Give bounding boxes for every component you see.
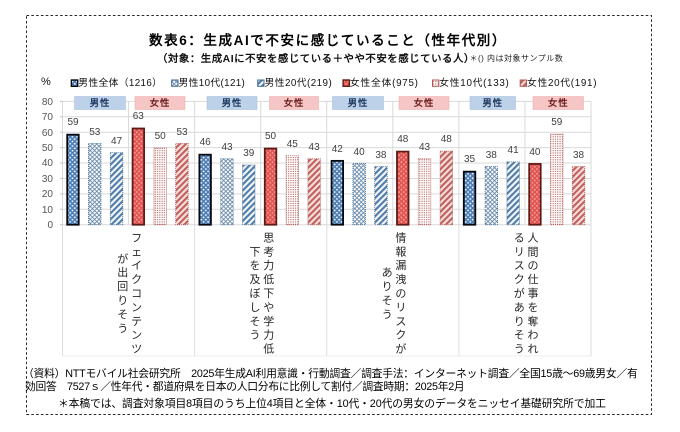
svg-text:学: 学: [263, 314, 274, 328]
svg-text:間: 間: [528, 245, 539, 258]
svg-text:フ: フ: [131, 232, 142, 244]
svg-text:テ: テ: [131, 316, 142, 328]
svg-text:報: 報: [395, 245, 406, 258]
svg-text:そ: そ: [382, 294, 393, 307]
svg-text:洩: 洩: [395, 272, 406, 286]
svg-text:う: う: [514, 343, 525, 356]
svg-text:が: が: [395, 342, 406, 356]
svg-text:事: 事: [528, 287, 539, 300]
svg-text:を: を: [250, 259, 261, 272]
svg-text:の: の: [395, 288, 406, 300]
svg-text:低: 低: [263, 343, 274, 356]
svg-text:う: う: [382, 308, 393, 321]
svg-text:が: が: [117, 251, 128, 265]
svg-text:し: し: [250, 301, 261, 314]
svg-text:り: り: [514, 315, 525, 328]
svg-text:や: や: [263, 301, 274, 314]
svg-text:ク: ク: [395, 329, 406, 342]
svg-text:及: 及: [250, 274, 261, 286]
svg-text:ス: ス: [395, 316, 406, 328]
svg-text:回: 回: [117, 280, 128, 293]
svg-text:を: を: [528, 301, 539, 314]
svg-text:ェ: ェ: [131, 246, 142, 258]
svg-text:あ: あ: [382, 266, 393, 279]
svg-text:出: 出: [117, 265, 128, 279]
svg-text:そ: そ: [514, 329, 525, 342]
svg-text:ク: ク: [514, 273, 525, 286]
svg-text:情: 情: [395, 231, 406, 244]
svg-text:そ: そ: [250, 315, 261, 328]
svg-text:コ: コ: [131, 288, 142, 300]
svg-text:わ: わ: [528, 329, 539, 342]
svg-text:り: り: [382, 280, 393, 293]
svg-text:ツ: ツ: [131, 344, 142, 356]
svg-text:漏: 漏: [395, 259, 406, 272]
svg-text:リ: リ: [514, 246, 525, 258]
svg-text:下: 下: [250, 246, 261, 258]
svg-text:ス: ス: [514, 260, 525, 272]
svg-text:が: が: [514, 286, 525, 300]
svg-text:ン: ン: [131, 302, 142, 314]
svg-text:考: 考: [263, 245, 274, 258]
svg-text:れ: れ: [528, 343, 539, 356]
svg-text:力: 力: [263, 329, 274, 342]
svg-text:人: 人: [528, 231, 539, 244]
svg-text:り: り: [117, 294, 128, 307]
svg-text:あ: あ: [514, 301, 525, 314]
svg-text:の: の: [528, 260, 539, 272]
svg-text:そ: そ: [117, 308, 128, 321]
svg-text:低: 低: [263, 273, 274, 286]
svg-text:う: う: [117, 322, 128, 335]
svg-text:思: 思: [263, 231, 274, 244]
svg-text:る: る: [514, 232, 525, 244]
svg-text:ン: ン: [131, 330, 142, 342]
svg-text:下: 下: [263, 288, 274, 300]
svg-text:ぼ: ぼ: [250, 287, 261, 300]
svg-text:リ: リ: [395, 302, 406, 314]
svg-text:イ: イ: [131, 260, 142, 272]
svg-text:ク: ク: [131, 273, 142, 286]
svg-text:仕: 仕: [528, 273, 539, 286]
svg-text:力: 力: [263, 259, 274, 272]
svg-text:奪: 奪: [528, 314, 539, 328]
svg-text:う: う: [250, 329, 261, 342]
